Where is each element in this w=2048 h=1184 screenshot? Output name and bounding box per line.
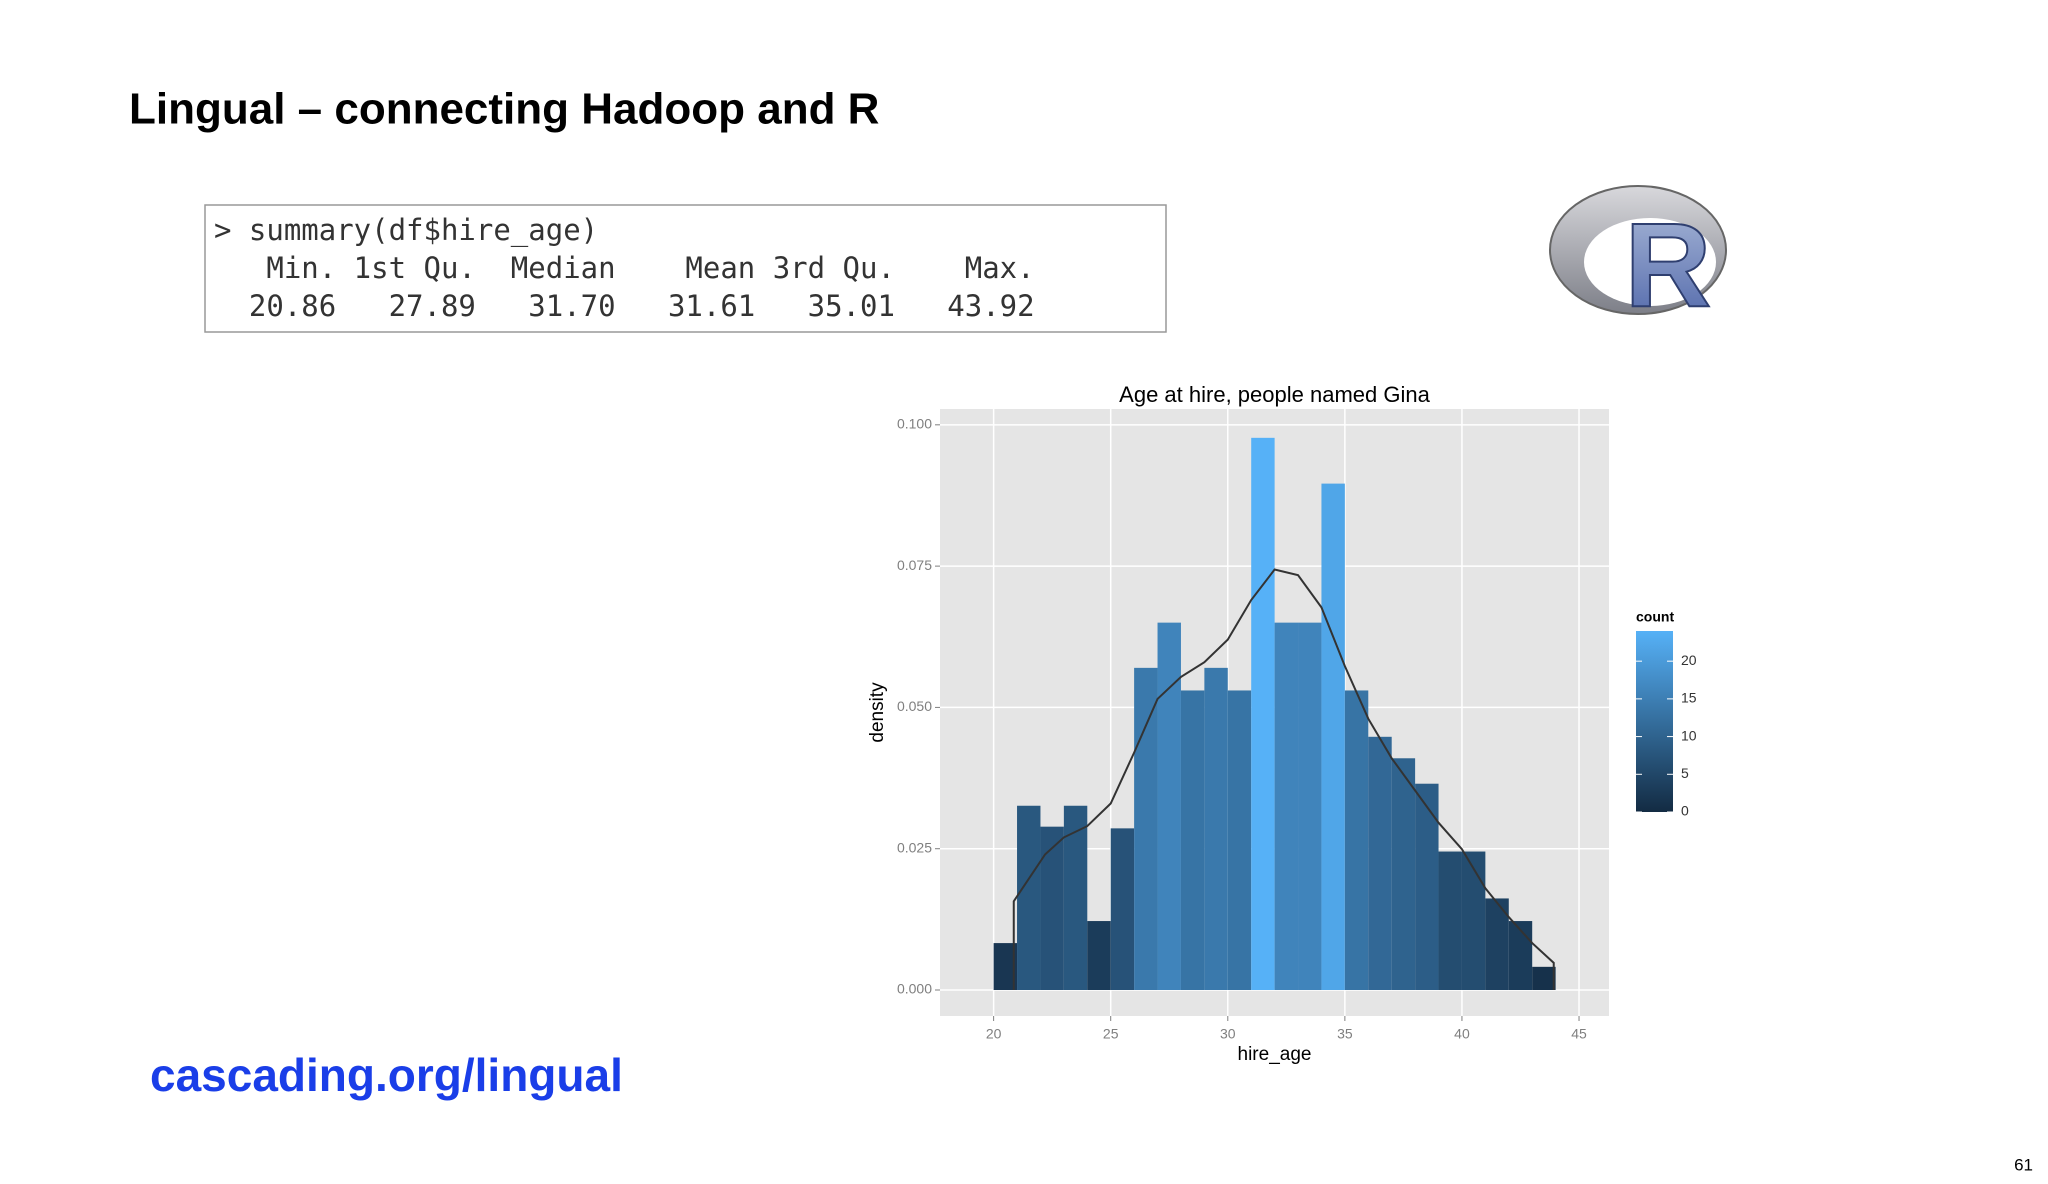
bar [1344, 690, 1369, 991]
legend-title: count [1636, 609, 1674, 625]
x-tick-label: 40 [1454, 1026, 1470, 1042]
bar [1298, 622, 1322, 991]
bar [1485, 898, 1509, 991]
code-box [204, 204, 1167, 333]
bar [1017, 805, 1041, 991]
density-curve [1012, 568, 1555, 991]
code-values: 20.86 27.89 31.70 31.61 35.01 43.92 [214, 289, 1035, 323]
bar [1251, 437, 1275, 991]
bar [1227, 690, 1252, 991]
bar [1110, 828, 1135, 991]
bar [1508, 921, 1533, 991]
r-logo: R [1549, 185, 1727, 334]
bar [1321, 483, 1345, 991]
bar [1204, 667, 1228, 991]
color-tick-label: 0 [1681, 803, 1689, 819]
y-axis-label: density [867, 682, 888, 743]
bar [1157, 622, 1181, 991]
color-tick-label: 5 [1681, 765, 1689, 781]
bar [1274, 622, 1299, 991]
bar [1063, 805, 1088, 991]
link[interactable]: cascading.org/lingual [150, 1049, 623, 1101]
x-tick-label: 35 [1337, 1026, 1353, 1042]
code-command: > summary(df$hire_age) [214, 213, 598, 248]
logo-hole [1584, 218, 1716, 306]
x-tick-label: 20 [986, 1026, 1002, 1042]
color-tick-label: 10 [1681, 727, 1697, 743]
bar [1461, 851, 1486, 991]
bar [1368, 736, 1392, 991]
bar [993, 943, 1018, 991]
bar [1391, 758, 1416, 991]
y-tick-label: 0.100 [897, 416, 932, 432]
bar [1040, 826, 1064, 991]
y-tick-label: 0.075 [897, 557, 932, 573]
y-tick-label: 0.025 [897, 839, 932, 855]
bar [1415, 783, 1439, 991]
x-tick-label: 30 [1220, 1026, 1236, 1042]
x-tick-label: 45 [1571, 1026, 1587, 1042]
logo-letter: R [1625, 199, 1712, 333]
x-axis-label: hire_age [1238, 1044, 1312, 1065]
bar [1180, 690, 1205, 991]
code-header: Min. 1st Qu. Median Mean 3rd Qu. Max. [214, 251, 1035, 285]
y-tick-label: 0.050 [897, 698, 932, 714]
slide-title: Lingual – connecting Hadoop and R [129, 85, 879, 134]
bar [1532, 966, 1556, 991]
page-number: 61 [2014, 1155, 2033, 1174]
color-tick-label: 15 [1681, 690, 1697, 706]
bar [1438, 851, 1462, 991]
color-tick-label: 20 [1681, 652, 1697, 668]
bar [1087, 921, 1111, 991]
color-bar [1636, 631, 1673, 812]
chart-title: Age at hire, people named Gina [1119, 382, 1430, 407]
bar [1134, 667, 1158, 991]
y-tick-label: 0.000 [897, 981, 932, 997]
x-tick-label: 25 [1103, 1026, 1119, 1042]
